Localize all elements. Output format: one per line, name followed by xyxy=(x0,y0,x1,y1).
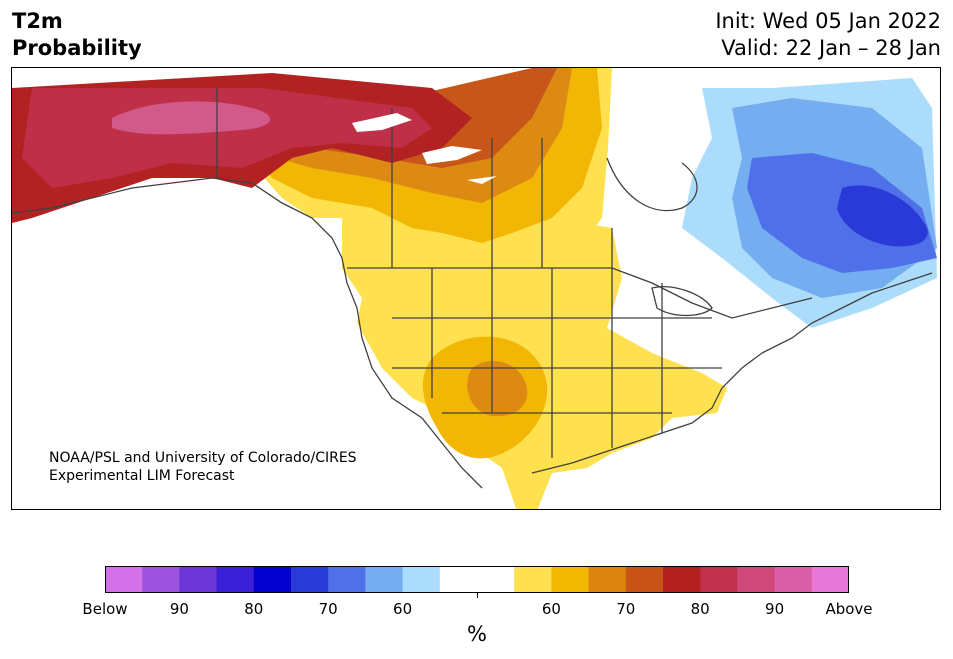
colorbar-tick-label: 80 xyxy=(244,600,264,618)
colorbar-segment xyxy=(551,566,590,593)
us-states xyxy=(392,268,722,458)
coastline-west xyxy=(12,177,483,489)
colorbar-segment xyxy=(253,566,292,593)
coastline-east xyxy=(721,272,933,389)
colorbar-segment xyxy=(811,566,849,593)
colorbar-segment xyxy=(328,566,366,593)
colorbar xyxy=(105,566,849,593)
forecast-map xyxy=(11,67,941,510)
colorbar-tick-label: 80 xyxy=(690,600,710,618)
shade-above-90 xyxy=(112,101,271,135)
product-title: Probability xyxy=(12,36,142,60)
colorbar-segment xyxy=(737,566,776,593)
colorbar-tick-label: 60 xyxy=(393,600,413,618)
init-date: Init: Wed 05 Jan 2022 xyxy=(715,9,941,33)
colorbar-border xyxy=(105,566,849,593)
colorbar-segment xyxy=(291,566,329,593)
colorbar-segment xyxy=(216,566,255,593)
coastline-gulf xyxy=(531,387,723,474)
date-block: Init: Wed 05 Jan 2022 Valid: 22 Jan – 28… xyxy=(715,8,941,62)
colorbar-segment xyxy=(588,566,627,593)
colorbar-segment xyxy=(105,566,143,593)
colorbar-segment xyxy=(774,566,813,593)
lake-athabasca xyxy=(467,176,497,184)
map-canvas xyxy=(12,68,937,509)
great-slave-lake xyxy=(422,146,482,164)
colorbar-tick-label: Below xyxy=(82,600,128,618)
colorbar-segment xyxy=(402,566,441,593)
credit-line-2: Experimental LIM Forecast xyxy=(49,468,235,484)
colorbar-segment xyxy=(477,566,515,593)
colorbar-center-tick xyxy=(477,593,478,598)
shade-above-65-southwest xyxy=(467,360,528,417)
shade-below-80 xyxy=(837,185,928,247)
colorbar-tick-label: 70 xyxy=(616,600,636,618)
colorbar-tick-label: Above xyxy=(825,600,873,618)
colorbar-segment xyxy=(514,566,552,593)
colorbar-segment xyxy=(625,566,664,593)
colorbar-segment xyxy=(365,566,404,593)
title-block: T2m Probability xyxy=(12,8,142,62)
colorbar-segment xyxy=(700,566,738,593)
canada-provinces xyxy=(391,108,613,268)
colorbar-segment xyxy=(663,566,701,593)
great-bear-lake xyxy=(352,113,412,132)
colorbar-tick-label: 70 xyxy=(318,600,338,618)
credit-text: NOAA/PSL and University of Colorado/CIRE… xyxy=(49,449,357,485)
boundary-lines xyxy=(12,88,933,489)
valid-range: Valid: 22 Jan – 28 Jan xyxy=(721,36,941,60)
colorbar-tick-label: 90 xyxy=(169,600,189,618)
colorbar-tick-label: 90 xyxy=(765,600,785,618)
colorbar-segment xyxy=(179,566,218,593)
colorbar-unit: % xyxy=(467,622,487,646)
credit-line-1: NOAA/PSL and University of Colorado/CIRE… xyxy=(49,450,357,466)
colorbar-segment xyxy=(439,566,478,593)
hudson-bay xyxy=(606,157,698,212)
variable-title: T2m xyxy=(12,9,63,33)
colorbar-segment xyxy=(142,566,180,593)
great-lakes xyxy=(651,286,713,317)
colorbar-tick-label: 60 xyxy=(541,600,561,618)
